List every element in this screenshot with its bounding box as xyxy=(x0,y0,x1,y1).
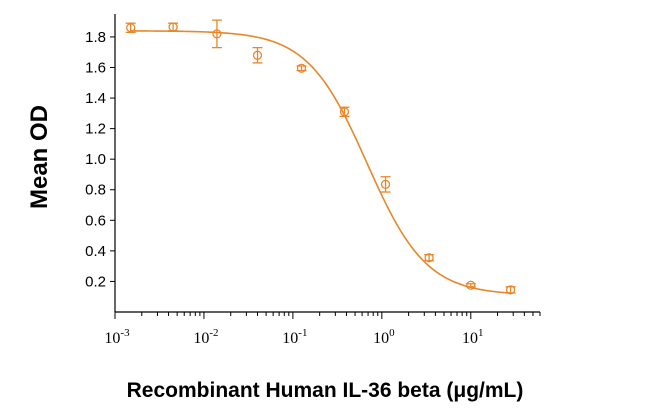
data-point xyxy=(380,176,391,193)
y-tick-label: 1.6 xyxy=(85,59,106,76)
data-point xyxy=(465,280,476,290)
point-marker xyxy=(252,50,263,60)
data-point xyxy=(505,285,516,295)
y-tick-label: 1.2 xyxy=(85,121,106,138)
x-tick-label: 10-3 xyxy=(104,327,130,347)
fit-curve xyxy=(130,30,511,294)
y-tick-label: 1.4 xyxy=(85,90,106,107)
x-tick-label: 10-1 xyxy=(282,327,307,347)
point-marker xyxy=(505,285,516,295)
point-marker xyxy=(212,29,222,39)
y-tick-label: 0.2 xyxy=(85,273,106,290)
x-tick-label: 10-2 xyxy=(193,327,218,347)
x-tick-label: 100 xyxy=(373,327,395,347)
y-axis: 0.2 0.4 0.6 0.8 1.0 1.2 1.4 1.6 1.8 xyxy=(85,14,116,312)
point-marker xyxy=(296,63,307,73)
point-marker xyxy=(466,280,476,290)
x-tick-label: 101 xyxy=(462,327,484,347)
y-tick-label: 1.0 xyxy=(85,151,106,168)
point-marker xyxy=(339,107,350,117)
data-point xyxy=(296,63,307,73)
point-marker xyxy=(126,23,136,33)
point-marker xyxy=(380,179,391,190)
data-point xyxy=(339,106,350,118)
y-tick-label: 0.6 xyxy=(85,212,106,229)
point-marker xyxy=(168,22,178,32)
y-axis-title: Mean OD xyxy=(26,105,53,209)
data-point xyxy=(252,46,263,64)
y-tick-label: 0.8 xyxy=(85,182,106,199)
y-tick-label: 0.4 xyxy=(85,243,106,260)
data-point xyxy=(424,253,435,263)
x-axis: 10-3 10-2 10-1 100 101 xyxy=(104,311,541,347)
data-point xyxy=(211,19,222,49)
y-tick-label: 1.8 xyxy=(85,29,106,46)
x-axis-title: Recombinant Human IL-36 beta (μg/mL) xyxy=(127,379,524,402)
data-point xyxy=(125,22,136,33)
point-marker xyxy=(424,253,434,263)
data-points xyxy=(125,19,516,295)
data-point xyxy=(168,22,179,32)
